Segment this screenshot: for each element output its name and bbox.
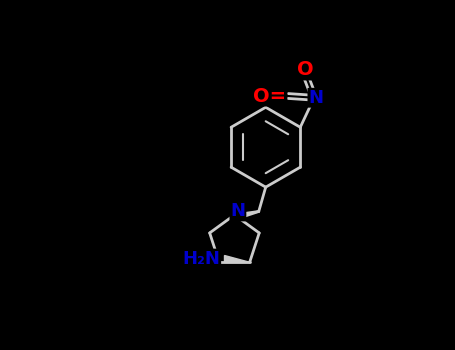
Text: N: N <box>230 202 245 220</box>
Text: O=: O= <box>253 86 286 105</box>
Text: N: N <box>308 89 324 107</box>
Polygon shape <box>224 255 250 262</box>
Text: O: O <box>297 61 314 79</box>
Text: H₂N: H₂N <box>182 250 220 267</box>
